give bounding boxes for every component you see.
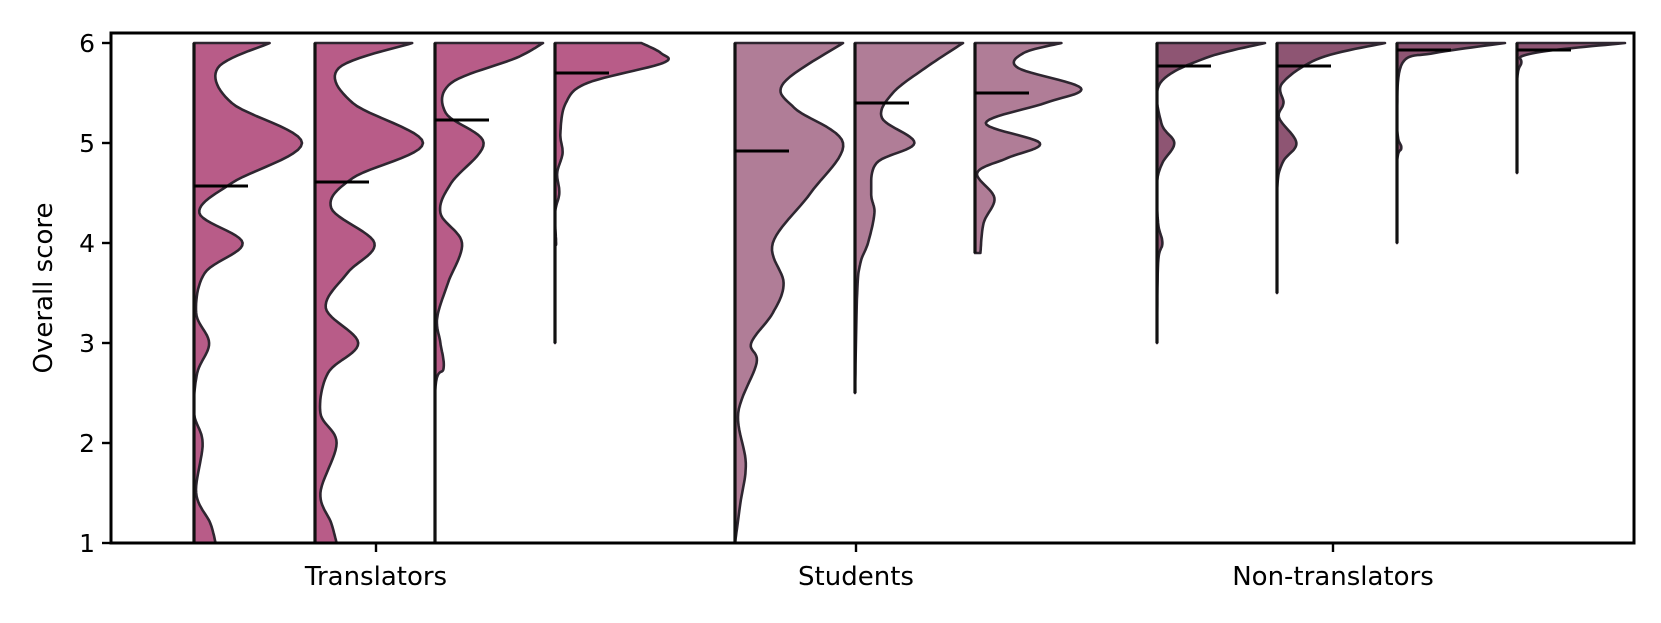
- violin: [553, 41, 670, 345]
- violin-body: [313, 41, 425, 545]
- violin-body: [433, 41, 545, 545]
- violin: [192, 41, 304, 545]
- x-tick-label: Translators: [304, 562, 447, 592]
- violin-group: [733, 41, 1083, 545]
- violin-body: [1275, 41, 1387, 295]
- violin-body: [853, 41, 965, 395]
- violin-body: [1515, 41, 1627, 175]
- violin: [973, 41, 1083, 255]
- violin-group: [192, 41, 670, 545]
- y-tick-label: 6: [79, 29, 95, 58]
- violin: [1395, 41, 1507, 245]
- violin-body: [973, 41, 1083, 255]
- y-tick-label: 2: [79, 429, 95, 458]
- violin-body: [192, 41, 304, 545]
- violin-body: [733, 41, 845, 545]
- violin: [733, 41, 845, 545]
- y-tick-label: 5: [79, 129, 95, 158]
- y-axis: 1 2 3 4 5 6: [79, 29, 111, 558]
- violin: [853, 41, 965, 395]
- plot-frame: [109, 31, 1636, 545]
- violin-body: [1395, 41, 1507, 245]
- x-axis: Translators Students Non-translators: [304, 543, 1434, 592]
- x-tick-label: Non-translators: [1232, 562, 1434, 592]
- violin-body: [1155, 41, 1267, 345]
- violin: [313, 41, 425, 545]
- violin: [433, 41, 545, 545]
- x-tick-label: Students: [798, 562, 914, 592]
- violin-group: [1155, 41, 1627, 345]
- y-tick-label: 1: [79, 529, 95, 558]
- violin: [1515, 41, 1627, 175]
- y-tick-label: 3: [79, 329, 95, 358]
- plot-area: [192, 41, 1627, 545]
- violin: [1155, 41, 1267, 345]
- violin-body: [553, 41, 670, 345]
- violin: [1275, 41, 1387, 295]
- y-axis-label: Overall score: [29, 202, 59, 373]
- y-tick-label: 4: [79, 229, 95, 258]
